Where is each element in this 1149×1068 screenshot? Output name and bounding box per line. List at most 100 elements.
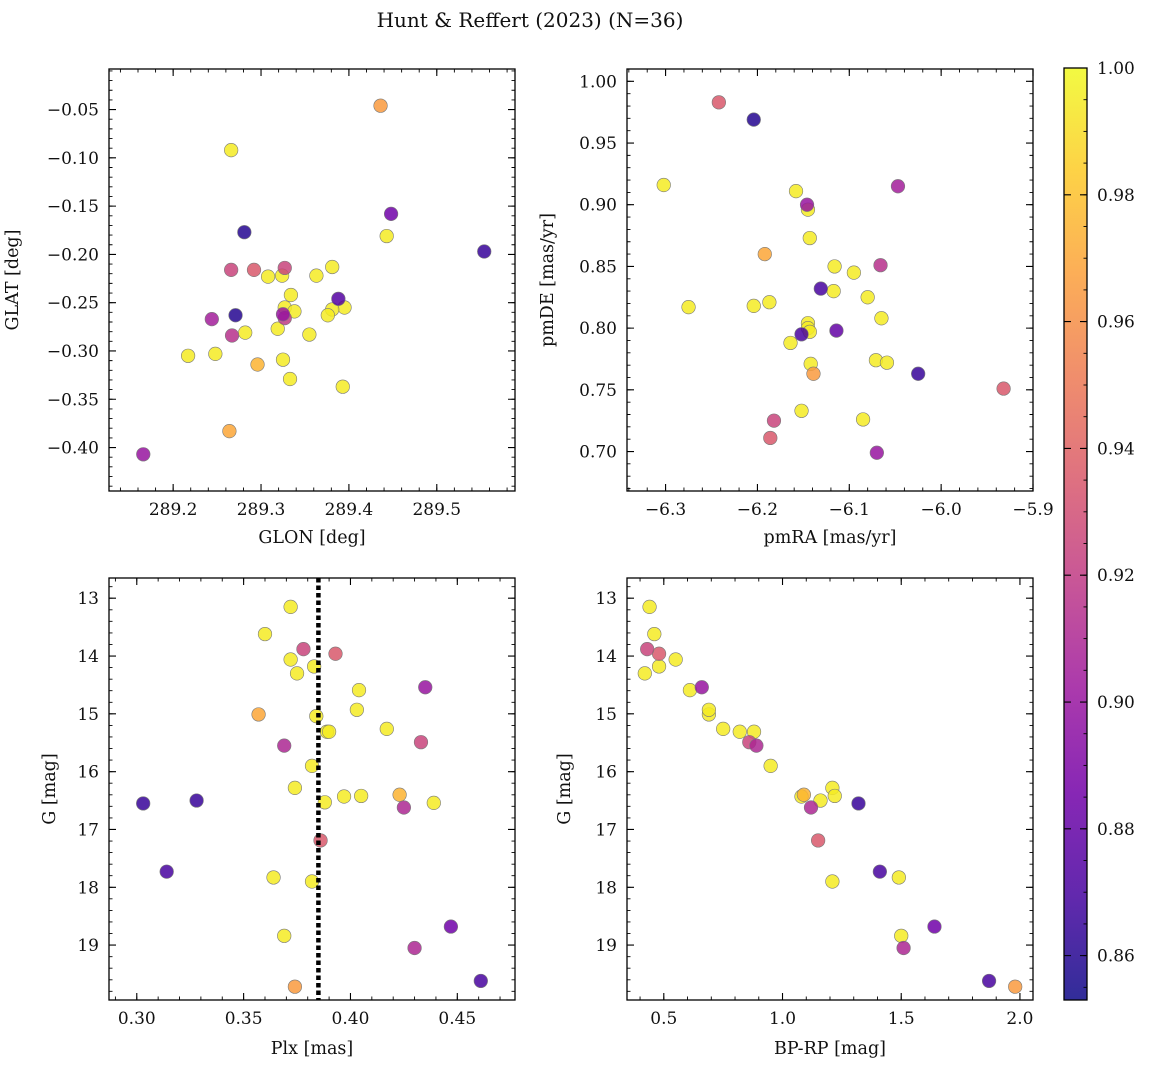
scatter-color-magnitude: 0.5 1.0 1.5 2.0 13 14 15 16 17 18 19 BP-RP [mag] G [… xyxy=(555,577,1034,1059)
data-point xyxy=(783,335,798,351)
data-point xyxy=(647,626,662,642)
data-point xyxy=(443,919,458,934)
data-point xyxy=(238,325,253,340)
y-tick-label: 17 xyxy=(77,820,99,840)
data-point xyxy=(302,327,317,342)
scatter-parallax-magnitude: 0.30 0.35 0.40 0.45 13 14 15 16 17 18 19 Plx [mas] G… xyxy=(40,577,516,1059)
data-point xyxy=(826,284,841,299)
data-point xyxy=(335,379,350,394)
data-point xyxy=(788,184,804,199)
y-tick-label: 19 xyxy=(595,936,617,956)
data-point xyxy=(277,260,292,276)
colorbar-tick-label: 0.92 xyxy=(1097,566,1135,586)
x-tick-label: 1.5 xyxy=(888,1009,915,1029)
data-point xyxy=(794,403,809,418)
x-tick-label: −6.1 xyxy=(829,500,870,520)
data-point xyxy=(426,795,441,810)
data-point xyxy=(283,652,298,667)
data-point xyxy=(283,287,299,303)
data-point xyxy=(250,357,265,372)
y-tick-label: −0.35 xyxy=(47,390,99,410)
data-point xyxy=(873,258,888,273)
y-tick-label: −0.20 xyxy=(47,245,99,265)
x-axis-label: pmRA [mas/yr] xyxy=(764,528,897,548)
data-point xyxy=(825,874,840,889)
y-tick-label: 17 xyxy=(595,820,617,840)
data-point xyxy=(328,646,343,661)
figure-title: Hunt & Reffert (2023) (N=36) xyxy=(377,8,684,32)
y-tick-label: −0.25 xyxy=(47,294,99,314)
data-point xyxy=(275,307,291,322)
data-point xyxy=(763,430,778,446)
y-tick-label: 1.00 xyxy=(579,72,617,92)
data-point xyxy=(681,300,696,315)
data-point xyxy=(911,366,926,381)
data-point xyxy=(270,321,285,336)
data-point xyxy=(640,642,655,657)
y-tick-label: 19 xyxy=(77,936,99,956)
x-tick-label: 289.3 xyxy=(237,500,286,520)
data-point xyxy=(277,928,292,943)
data-point xyxy=(180,348,196,363)
data-point xyxy=(701,702,717,717)
x-tick-label: 0.35 xyxy=(225,1009,263,1029)
colorbar-tick-label: 0.98 xyxy=(1097,186,1135,206)
data-point xyxy=(656,177,671,193)
y-axis-label: GLAT [deg] xyxy=(3,230,23,331)
y-tick-label: −0.30 xyxy=(47,342,99,362)
y-tick-label: 15 xyxy=(595,705,617,725)
x-axis-label: Plx [mas] xyxy=(271,1039,353,1059)
data-point xyxy=(746,298,761,314)
y-tick-label: 14 xyxy=(595,647,617,667)
y-tick-label: 0.85 xyxy=(579,257,617,277)
data-point xyxy=(860,290,875,305)
scatter-glon-glat: 289.2 289.3 289.4 289.5 −0.40 −0.35 −0.30 −0.25… xyxy=(3,68,516,548)
data-point xyxy=(204,312,219,327)
colorbar-tick-label: 1.00 xyxy=(1097,59,1135,79)
data-point xyxy=(473,973,488,989)
data-point xyxy=(392,787,407,802)
data-point xyxy=(763,758,778,773)
data-point xyxy=(827,259,842,274)
colorbar-tick-label: 0.88 xyxy=(1097,820,1135,840)
data-point xyxy=(651,646,667,661)
data-point xyxy=(309,268,324,283)
x-tick-label: −6.0 xyxy=(921,500,962,520)
y-tick-label: 13 xyxy=(77,589,99,609)
data-point xyxy=(749,738,764,753)
colorbar-tick-label: 0.96 xyxy=(1097,313,1135,333)
colorbar: 0.86 0.88 0.90 0.92 0.94 0.96 0.98 1.00 xyxy=(1063,59,1135,1001)
data-point xyxy=(413,735,429,750)
y-tick-label: 0.70 xyxy=(579,443,617,463)
x-tick-label: 289.4 xyxy=(325,500,374,520)
x-tick-label: 289.5 xyxy=(412,500,461,520)
data-point xyxy=(891,870,906,885)
colorbar-gradient xyxy=(1063,67,1088,1001)
y-tick-label: 18 xyxy=(595,878,617,898)
x-tick-label: 0.30 xyxy=(118,1009,156,1029)
data-point xyxy=(477,244,492,259)
data-point xyxy=(228,308,243,323)
data-point xyxy=(321,724,337,739)
data-point xyxy=(296,642,311,657)
data-point xyxy=(637,666,652,681)
data-point xyxy=(222,424,237,439)
data-point xyxy=(351,683,367,698)
data-point xyxy=(879,355,895,370)
data-point xyxy=(289,666,305,681)
data-point xyxy=(682,683,698,698)
y-tick-label: −0.05 xyxy=(47,101,99,121)
data-point xyxy=(260,269,276,284)
data-point xyxy=(894,928,909,943)
x-tick-label: 0.5 xyxy=(650,1009,677,1029)
data-point xyxy=(224,328,240,343)
data-point xyxy=(246,262,262,277)
y-tick-label: 0.80 xyxy=(579,319,617,339)
data-point xyxy=(396,800,411,815)
y-tick-label: 0.75 xyxy=(579,381,617,401)
data-point xyxy=(383,206,399,221)
y-tick-label: 0.90 xyxy=(579,196,617,216)
data-point xyxy=(757,246,772,262)
x-tick-label: 1.0 xyxy=(769,1009,796,1029)
colorbar-tick-label: 0.94 xyxy=(1097,439,1135,459)
